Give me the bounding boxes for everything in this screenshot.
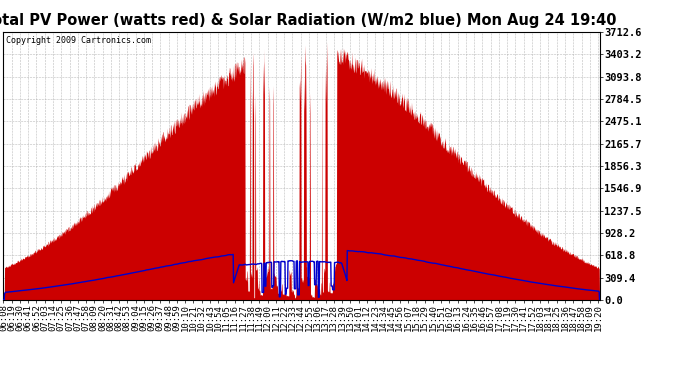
Text: Total PV Power (watts red) & Solar Radiation (W/m2 blue) Mon Aug 24 19:40: Total PV Power (watts red) & Solar Radia…	[0, 13, 616, 28]
Text: Copyright 2009 Cartronics.com: Copyright 2009 Cartronics.com	[6, 36, 151, 45]
